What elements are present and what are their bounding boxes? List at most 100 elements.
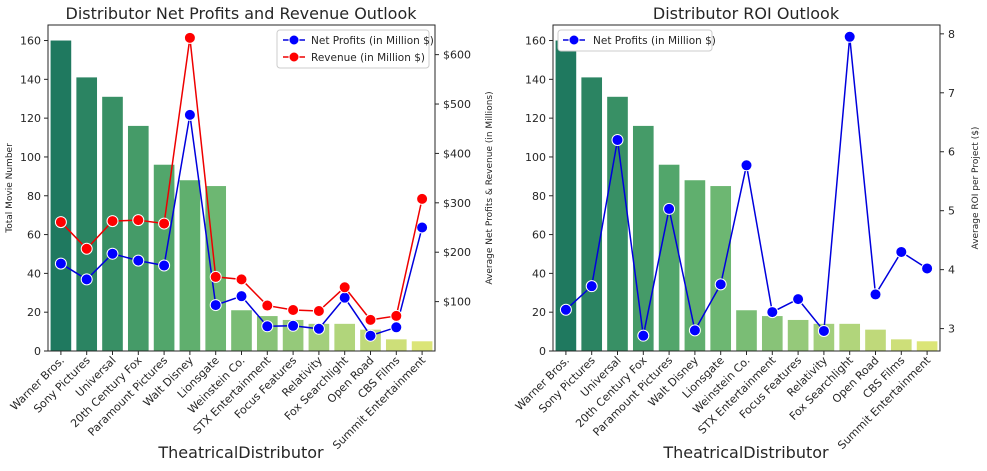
bar-series bbox=[50, 40, 433, 352]
y-tick-label: 80 bbox=[532, 190, 546, 203]
legend-label-net-profits: Net Profits (in Million $) bbox=[593, 35, 716, 47]
bar-sony-pictures bbox=[581, 77, 603, 352]
point-net-profits-in-million-focus-features bbox=[287, 319, 300, 332]
bar-fox-searchlight bbox=[839, 323, 861, 351]
point-revenue-in-million-stx-entertainment bbox=[261, 299, 274, 312]
point-revenue-in-million-relativity bbox=[312, 304, 325, 317]
point-revenue-in-million-sony-pictures bbox=[80, 242, 93, 255]
y-tick-label: 60 bbox=[27, 229, 41, 242]
y-tick-label: 160 bbox=[20, 35, 41, 48]
legend: Net Profits (in Million $) Revenue (in M… bbox=[276, 29, 434, 69]
point-net-profits-in-million-warner-bros bbox=[559, 303, 572, 316]
bar-lionsgate bbox=[710, 186, 732, 351]
legend-item-net-profits: Net Profits (in Million $) bbox=[283, 34, 434, 47]
y-tick-label: 20 bbox=[532, 306, 546, 319]
legend-box bbox=[557, 29, 713, 52]
y-tick-label: 100 bbox=[525, 151, 546, 164]
y-tick-label: 40 bbox=[532, 267, 546, 280]
point-revenue-in-million-summit-entertainment bbox=[416, 192, 429, 205]
bar-weinstein-co bbox=[736, 310, 757, 351]
point-revenue-in-million-universal bbox=[106, 215, 119, 228]
point-revenue-in-million-warner-bros bbox=[54, 216, 67, 229]
point-net-profits-in-million-universal bbox=[611, 133, 624, 146]
y-tick-label: 100 bbox=[20, 151, 41, 164]
left-y-axis-ticks: 0 20 40 60 80 100 120 140 160 bbox=[20, 35, 48, 358]
y-axis-right-label: Average ROI per Project ($) bbox=[971, 127, 981, 250]
y-right-tick-label: 3 bbox=[948, 323, 955, 336]
y-tick-label: 0 bbox=[539, 345, 546, 358]
bar-paramount-pictures bbox=[153, 164, 175, 351]
right-y-axis-ticks: 3 4 5 6 7 8 bbox=[940, 28, 955, 336]
bar-focus-features bbox=[787, 319, 809, 351]
y-tick-label: 120 bbox=[525, 112, 546, 125]
y-axis-label: Total Movie Number bbox=[5, 143, 15, 234]
legend-label-net-profits: Net Profits (in Million $) bbox=[311, 35, 434, 47]
y-right-tick-label: $100 bbox=[443, 296, 471, 309]
point-net-profits-in-million-paramount-pictures bbox=[663, 202, 676, 215]
bar-summit-entertainment bbox=[411, 341, 433, 351]
point-net-profits-in-million-sony-pictures bbox=[80, 273, 93, 286]
bar-paramount-pictures bbox=[658, 164, 680, 351]
y-tick-label: 0 bbox=[34, 345, 41, 358]
y-right-tick-label: 5 bbox=[948, 205, 955, 218]
bar-20th-century-fox bbox=[632, 125, 654, 352]
line-series bbox=[559, 30, 934, 342]
chart-net-profits-revenue: Distributor Net Profits and Revenue Outl… bbox=[5, 4, 495, 462]
point-net-profits-in-million-focus-features bbox=[792, 293, 805, 306]
legend-box bbox=[276, 29, 430, 69]
point-net-profits-in-million-summit-entertainment bbox=[416, 221, 429, 234]
bar-walt-disney bbox=[179, 180, 201, 351]
y-right-tick-label: $500 bbox=[443, 98, 471, 111]
point-revenue-in-million-open-road bbox=[364, 313, 377, 326]
point-net-profits-in-million-fox-searchlight bbox=[843, 30, 856, 43]
bar-fox-searchlight bbox=[334, 323, 356, 351]
point-revenue-in-million-20th-century-fox bbox=[132, 214, 145, 227]
y-right-tick-label: $400 bbox=[443, 147, 471, 160]
y-tick-label: 60 bbox=[532, 229, 546, 242]
point-net-profits-in-million-stx-entertainment bbox=[766, 306, 779, 319]
y-tick-label: 140 bbox=[20, 73, 41, 86]
legend: Net Profits (in Million $) bbox=[557, 29, 716, 52]
legend-marker-revenue bbox=[288, 51, 300, 63]
point-revenue-in-million-weinstein-co bbox=[235, 273, 248, 286]
legend-label-revenue: Revenue (in Million $) bbox=[311, 52, 425, 64]
point-revenue-in-million-paramount-pictures bbox=[158, 217, 171, 230]
bar-20th-century-fox bbox=[127, 125, 149, 352]
point-net-profits-in-million-paramount-pictures bbox=[158, 259, 171, 272]
point-net-profits-in-million-weinstein-co bbox=[740, 159, 753, 172]
chart-title: Distributor ROI Outlook bbox=[653, 4, 840, 23]
y-tick-label: 20 bbox=[27, 306, 41, 319]
y-right-tick-label: 8 bbox=[948, 28, 955, 41]
point-net-profits-in-million-lionsgate bbox=[714, 278, 727, 291]
chart-roi-outlook: Distributor ROI Outlook 0 20 40 60 80 100 120 1… bbox=[513, 4, 981, 462]
point-net-profits-in-million-cbs-films bbox=[895, 245, 908, 258]
point-net-profits-in-million-sony-pictures bbox=[585, 280, 598, 293]
legend-item-revenue: Revenue (in Million $) bbox=[283, 51, 425, 64]
y-axis-right-label: Average Net Profits & Revenue (in Millio… bbox=[485, 91, 495, 284]
bar-summit-entertainment bbox=[916, 341, 938, 351]
legend-marker-net-profits bbox=[568, 34, 580, 46]
y-right-tick-label: 4 bbox=[948, 264, 955, 277]
point-net-profits-in-million-cbs-films bbox=[390, 321, 403, 334]
point-net-profits-in-million-walt-disney bbox=[688, 324, 701, 337]
point-revenue-in-million-fox-searchlight bbox=[338, 281, 351, 294]
left-y-axis-ticks: 0 20 40 60 80 100 120 140 160 bbox=[525, 35, 553, 358]
y-right-tick-label: 6 bbox=[948, 146, 955, 159]
line-series bbox=[54, 31, 429, 342]
bar-series bbox=[555, 40, 938, 352]
point-net-profits-in-million-open-road bbox=[364, 329, 377, 342]
y-right-tick-label: $600 bbox=[443, 49, 471, 62]
point-net-profits-in-million-20th-century-fox bbox=[637, 329, 650, 342]
point-net-profits-in-million-open-road bbox=[869, 288, 882, 301]
point-net-profits-in-million-universal bbox=[106, 247, 119, 260]
bar-open-road bbox=[865, 329, 886, 351]
point-net-profits-in-million-stx-entertainment bbox=[261, 320, 274, 333]
y-tick-label: 160 bbox=[525, 35, 546, 48]
y-right-tick-label: $200 bbox=[443, 246, 471, 259]
point-revenue-in-million-cbs-films bbox=[390, 309, 403, 322]
y-right-tick-label: $300 bbox=[443, 197, 471, 210]
bar-universal bbox=[607, 96, 628, 351]
